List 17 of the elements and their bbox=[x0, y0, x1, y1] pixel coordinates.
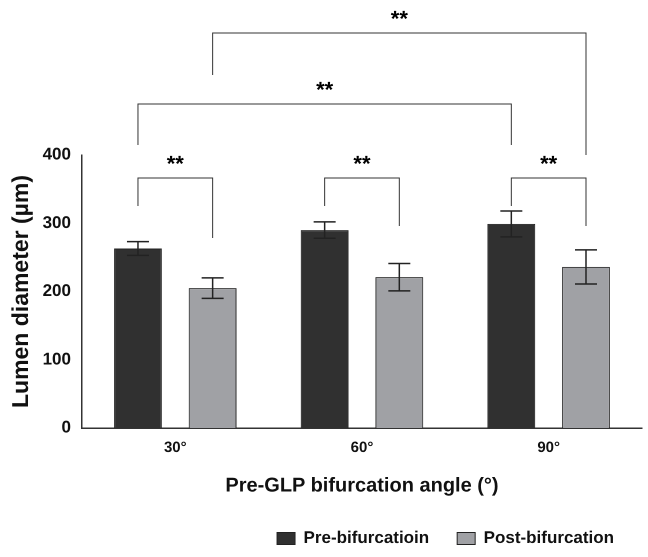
y-tick-label: 400 bbox=[42, 144, 71, 164]
y-tick-label: 200 bbox=[42, 281, 71, 300]
x-axis-title: Pre-GLP bifurcation angle (°) bbox=[225, 474, 499, 497]
annotation: ** bbox=[353, 151, 371, 176]
y-tick-label: 0 bbox=[61, 418, 71, 437]
y-tick-label: 300 bbox=[42, 212, 71, 232]
text: ** bbox=[390, 6, 408, 32]
x-tick-label: 60° bbox=[350, 439, 374, 456]
x-tick-label: 90° bbox=[537, 439, 560, 456]
legend-label: Post-bifurcation bbox=[484, 528, 614, 548]
legend-label: Pre-bifurcatioin bbox=[304, 528, 430, 548]
x-tick-label: 30° bbox=[164, 439, 187, 456]
annotation: ** bbox=[540, 151, 558, 176]
text: ** bbox=[316, 77, 334, 102]
y-axis-title: Lumen diameter (µm) bbox=[7, 174, 34, 408]
annotation: ** bbox=[166, 151, 184, 176]
y-tick-label: 100 bbox=[42, 349, 71, 368]
